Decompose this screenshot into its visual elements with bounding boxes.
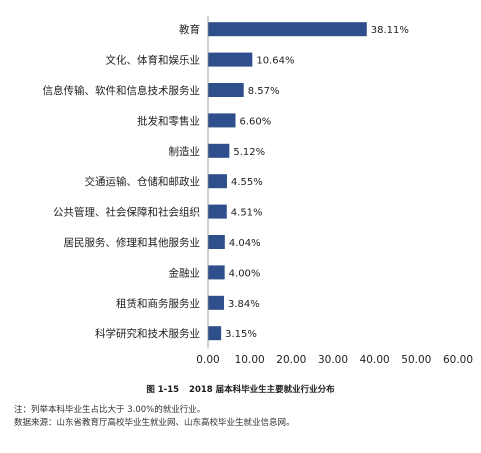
bar xyxy=(208,235,225,249)
figure-number: 图 1-15 xyxy=(146,385,180,395)
value-label: 6.60% xyxy=(240,116,272,127)
value-label: 3.84% xyxy=(228,299,260,310)
value-label: 4.55% xyxy=(231,177,263,188)
bar xyxy=(208,295,224,310)
x-tick-label: 40.00 xyxy=(360,354,390,366)
bar xyxy=(208,113,236,128)
bar xyxy=(208,204,227,219)
note-data-source: 数据来源：山东省教育厅高校毕业生就业网、山东高校毕业生就业信息网。 xyxy=(14,418,295,428)
bar xyxy=(208,52,253,67)
value-label: 8.57% xyxy=(248,86,280,97)
value-label: 5.12% xyxy=(233,147,265,158)
bar xyxy=(208,174,227,189)
bar xyxy=(208,143,230,158)
x-tick-label: 10.00 xyxy=(235,354,265,366)
category-label: 居民服务、修理和其他服务业 xyxy=(64,236,201,249)
value-label: 3.15% xyxy=(225,329,257,340)
category-label: 制造业 xyxy=(169,145,201,158)
value-label: 10.64% xyxy=(256,56,294,67)
category-label: 交通运输、仓储和邮政业 xyxy=(85,175,201,188)
category-label: 批发和零售业 xyxy=(137,114,200,127)
value-label: 4.51% xyxy=(231,208,263,219)
figure-caption: 图 1-15 2018 届本科毕业生主要就业行业分布 xyxy=(0,383,481,395)
notes: 注：列举本科毕业生占比大于 3.00%的就业行业。 数据来源：山东省教育厅高校毕… xyxy=(14,404,295,430)
bar-chart: 教育 38.11% 文化、体育和娱乐业 10.64% 信息传输、软件和信息技术服务业 8.… xyxy=(43,16,473,366)
bar xyxy=(208,83,244,97)
x-tick-label: 60.00 xyxy=(443,354,473,366)
category-label: 公共管理、社会保障和社会组织 xyxy=(53,206,200,219)
bar xyxy=(208,22,367,37)
category-label: 文化、体育和娱乐业 xyxy=(106,54,201,67)
figure-title: 2018 届本科毕业生主要就业行业分布 xyxy=(189,385,335,395)
category-label: 租赁和商务服务业 xyxy=(116,297,200,310)
x-tick-label: 20.00 xyxy=(276,354,306,366)
value-label: 4.00% xyxy=(229,268,261,279)
value-label: 4.04% xyxy=(229,238,261,249)
bar xyxy=(208,326,222,341)
value-label: 38.11% xyxy=(371,25,409,36)
note-threshold: 注：列举本科毕业生占比大于 3.00%的就业行业。 xyxy=(14,405,206,415)
bar xyxy=(208,265,225,280)
x-tick-label: 30.00 xyxy=(318,354,348,366)
x-tick-label: 50.00 xyxy=(401,354,431,366)
category-label: 金融业 xyxy=(169,266,201,279)
category-label: 科学研究和技术服务业 xyxy=(95,327,200,340)
category-label: 教育 xyxy=(179,23,200,36)
x-tick-label: 0.00 xyxy=(196,354,219,366)
category-label: 信息传输、软件和信息技术服务业 xyxy=(43,84,201,97)
